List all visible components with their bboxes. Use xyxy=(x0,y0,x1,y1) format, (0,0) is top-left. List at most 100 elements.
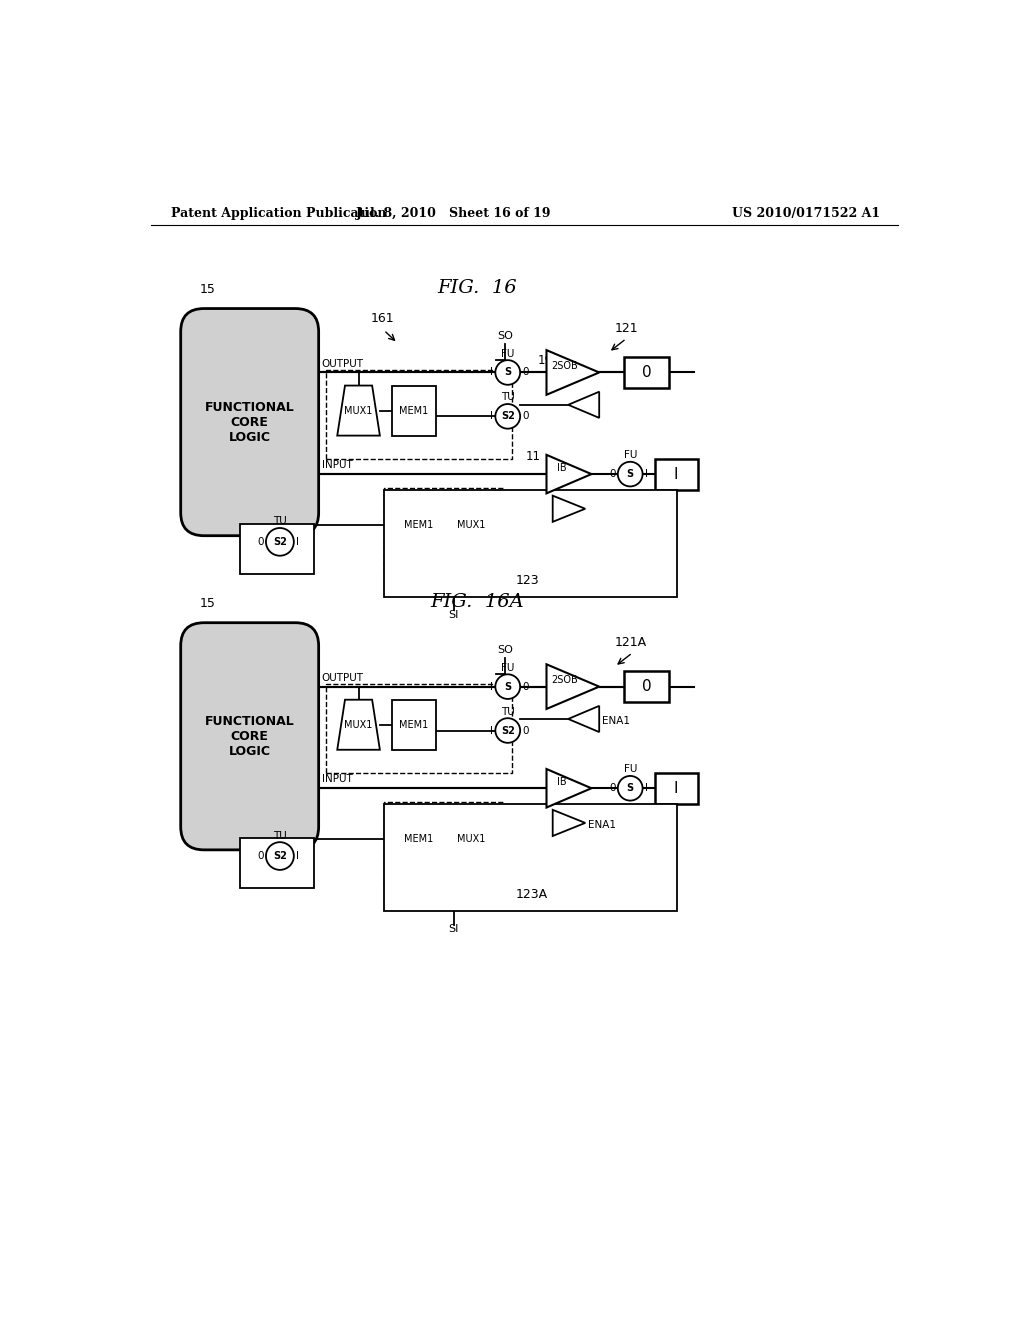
Text: FU: FU xyxy=(624,764,637,775)
Text: I: I xyxy=(645,783,648,793)
Bar xyxy=(327,370,512,459)
Text: S2: S2 xyxy=(501,412,515,421)
Text: S2: S2 xyxy=(273,537,287,546)
Text: FU: FU xyxy=(501,663,514,673)
Bar xyxy=(624,672,669,702)
Text: Patent Application Publication: Patent Application Publication xyxy=(171,207,386,220)
Bar xyxy=(384,803,504,887)
Polygon shape xyxy=(553,810,586,836)
Polygon shape xyxy=(553,496,586,521)
Bar xyxy=(391,700,436,750)
Text: 0: 0 xyxy=(257,537,263,546)
Text: S: S xyxy=(627,783,634,793)
Text: S: S xyxy=(504,367,511,378)
Text: MUX1: MUX1 xyxy=(457,520,485,529)
Text: 15: 15 xyxy=(200,598,216,610)
Polygon shape xyxy=(337,385,380,436)
Text: MEM1: MEM1 xyxy=(399,719,429,730)
Text: I: I xyxy=(645,469,648,479)
Text: 121: 121 xyxy=(614,322,638,335)
Text: IB: IB xyxy=(557,463,567,474)
Text: FU: FU xyxy=(624,450,637,461)
Text: 19: 19 xyxy=(538,354,552,367)
FancyBboxPatch shape xyxy=(180,623,318,850)
Text: S: S xyxy=(627,469,634,479)
Polygon shape xyxy=(450,499,493,549)
Text: 2SOB: 2SOB xyxy=(552,675,579,685)
Text: INPUT: INPUT xyxy=(322,775,352,784)
Polygon shape xyxy=(547,350,599,395)
Polygon shape xyxy=(568,706,599,733)
Text: OUTPUT: OUTPUT xyxy=(322,359,364,368)
Bar xyxy=(397,813,440,863)
Text: TU: TU xyxy=(273,516,287,527)
Text: TU: TU xyxy=(501,392,515,403)
Text: 11: 11 xyxy=(525,450,541,462)
Bar xyxy=(397,499,440,549)
Text: ENA1: ENA1 xyxy=(589,820,616,830)
Text: MUX1: MUX1 xyxy=(457,834,485,843)
Circle shape xyxy=(496,404,520,429)
Text: 0: 0 xyxy=(522,726,529,735)
Circle shape xyxy=(617,776,643,800)
Text: OUTPUT: OUTPUT xyxy=(322,673,364,682)
Text: I: I xyxy=(674,466,678,482)
Circle shape xyxy=(496,360,520,385)
Text: I: I xyxy=(490,412,493,421)
Bar xyxy=(384,804,677,911)
Text: MEM1: MEM1 xyxy=(404,520,433,529)
Text: S: S xyxy=(504,681,511,692)
Bar xyxy=(624,358,669,388)
Text: 161: 161 xyxy=(371,313,394,326)
Polygon shape xyxy=(547,770,592,808)
Circle shape xyxy=(496,718,520,743)
Text: 123A: 123A xyxy=(515,888,548,902)
Text: MEM1: MEM1 xyxy=(404,834,433,843)
Bar xyxy=(384,490,677,598)
Polygon shape xyxy=(547,664,599,709)
Text: 0: 0 xyxy=(522,367,529,378)
Text: SO: SO xyxy=(498,331,513,341)
Text: FUNCTIONAL
CORE
LOGIC: FUNCTIONAL CORE LOGIC xyxy=(205,715,295,758)
Bar xyxy=(384,488,504,573)
Polygon shape xyxy=(450,813,493,863)
Polygon shape xyxy=(568,392,599,418)
Text: MUX1: MUX1 xyxy=(344,719,373,730)
Text: INPUT: INPUT xyxy=(322,461,352,470)
Text: S2: S2 xyxy=(273,851,287,861)
Text: 123: 123 xyxy=(515,574,539,587)
Text: FIG.  16A: FIG. 16A xyxy=(430,593,523,611)
Circle shape xyxy=(617,462,643,487)
Text: FUNCTIONAL
CORE
LOGIC: FUNCTIONAL CORE LOGIC xyxy=(205,401,295,444)
Text: ENA1: ENA1 xyxy=(602,717,631,726)
Text: SI: SI xyxy=(449,610,459,619)
Text: TU: TU xyxy=(501,706,515,717)
Circle shape xyxy=(266,842,294,870)
Bar xyxy=(655,774,697,804)
Text: 0: 0 xyxy=(522,681,529,692)
Text: 0: 0 xyxy=(257,851,263,861)
Text: S2: S2 xyxy=(501,726,515,735)
Text: MEM1: MEM1 xyxy=(399,405,429,416)
Text: US 2010/0171522 A1: US 2010/0171522 A1 xyxy=(731,207,880,220)
Text: 2SOB: 2SOB xyxy=(552,360,579,371)
Bar xyxy=(327,684,512,774)
Text: I: I xyxy=(296,851,299,861)
Bar xyxy=(241,524,314,574)
Text: 0: 0 xyxy=(642,678,651,694)
Bar xyxy=(241,838,314,888)
Text: I: I xyxy=(490,367,493,378)
Text: SO: SO xyxy=(498,645,513,655)
Text: 15: 15 xyxy=(200,284,216,296)
Text: FU: FU xyxy=(501,348,514,359)
Text: SI: SI xyxy=(449,924,459,933)
FancyBboxPatch shape xyxy=(180,309,318,536)
Text: 0: 0 xyxy=(522,412,529,421)
Text: I: I xyxy=(296,537,299,546)
Text: TU: TU xyxy=(273,830,287,841)
Text: Jul. 8, 2010   Sheet 16 of 19: Jul. 8, 2010 Sheet 16 of 19 xyxy=(355,207,551,220)
Text: I: I xyxy=(490,726,493,735)
Text: IB: IB xyxy=(557,777,567,788)
Bar xyxy=(655,459,697,490)
Polygon shape xyxy=(547,455,592,494)
